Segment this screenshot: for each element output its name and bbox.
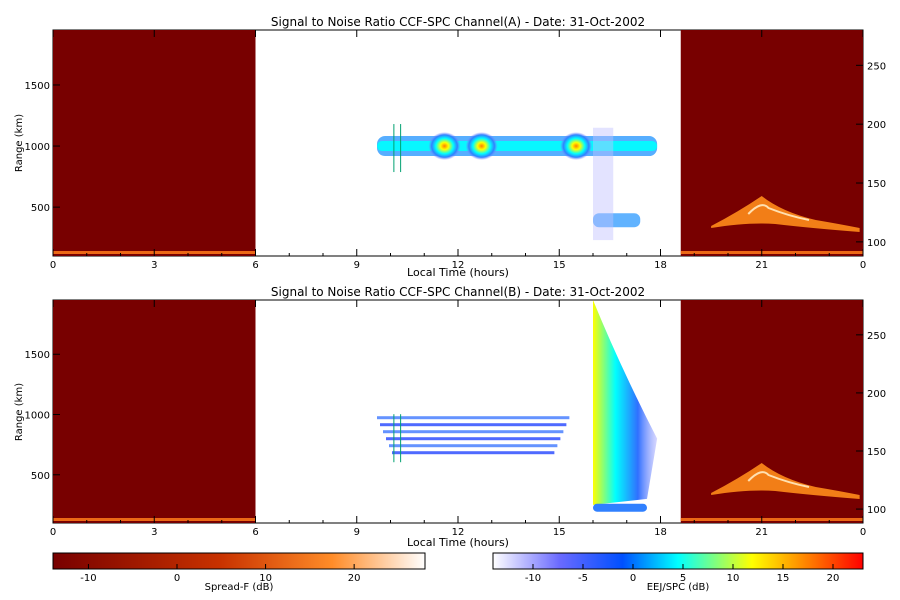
xtick-label-5: 15 [553,527,566,538]
y2tick-label-2: 200 [867,389,886,400]
xtick-label-0: 0 [50,260,56,271]
eej-stripe-4 [389,444,558,448]
colorbar-spreadf [52,552,426,570]
spreadf-plume-core [747,204,810,221]
panel-a: Signal to Noise Ratio CCF-SPC Channel(A)… [14,15,886,279]
colorbar-spreadf-label: Spread-F (dB) [205,582,274,593]
eej-afternoon-fan [593,300,658,505]
cb1-tick-label-3: 5 [680,573,686,584]
eej-fan-base [593,503,647,512]
xtick-label-5: 15 [553,260,566,271]
spreadf-plume [711,196,860,232]
eej-stripe-5 [392,451,555,455]
eej-stripe-2 [383,430,564,434]
eej-blob-2 [560,132,593,161]
xtick-label-1: 3 [151,260,157,271]
cb1-tick-label-2: 0 [630,573,636,584]
eej-stripe-1 [380,423,567,427]
spreadf-block-0 [53,300,256,523]
colorbar-eej [492,552,864,570]
cb0-tick-label-2: 10 [259,573,272,584]
ytick-label-0: 500 [31,471,50,482]
panel-b: Signal to Noise Ratio CCF-SPC Channel(B)… [14,285,886,549]
eej-blob-0 [428,132,461,161]
panel-b-xlabel: Local Time (hours) [407,536,509,549]
cb1-tick-label-6: 20 [827,573,840,584]
panel-b-axes: 0 3 6 9 12 15 18 21 0 500 1000 1500 100 150 200 250 [25,300,886,538]
cb0-tick-label-0: -10 [80,573,96,584]
panel-b-heatmap [53,300,863,523]
ytick-label-2: 1500 [25,81,50,92]
colorbars: -10 0 10 20 Spread-F (dB) -10 -5 0 5 10 15 20 EEJ… [52,552,864,593]
xtick-label-4: 12 [452,260,465,271]
cb1-tick-label-1: -5 [578,573,588,584]
panel-a-heatmap [53,30,863,256]
ytick-label-1: 1000 [25,142,50,153]
xtick-label-0: 0 [50,527,56,538]
spreadf-bottom-strip-1 [680,251,863,254]
xtick-label-3: 9 [354,260,360,271]
y2tick-label-3: 250 [867,61,886,72]
ytick-label-2: 1500 [25,350,50,361]
cb1-tick-label-0: -10 [525,573,541,584]
xtick-label-8: 0 [860,527,866,538]
cb0-tick-label-3: 20 [348,573,361,584]
y2tick-label-1: 150 [867,179,886,190]
eej-blob-1 [465,132,498,161]
ytick-label-1: 1000 [25,411,50,422]
spreadf-bottom-strip-1 [680,518,863,521]
colorbar-spreadf-ticks: -10 0 10 20 [80,564,361,584]
xtick-label-6: 18 [654,527,667,538]
colorbar-eej-ticks: -10 -5 0 5 10 15 20 [525,564,840,584]
xtick-label-1: 3 [151,527,157,538]
panel-b-title: Signal to Noise Ratio CCF-SPC Channel(B)… [271,285,645,299]
spreadf-block-0 [53,30,256,256]
eej-stripe-3 [386,437,561,441]
y2tick-label-1: 150 [867,447,886,458]
eej-band-core [377,141,658,152]
y2tick-label-0: 100 [867,505,886,516]
cb1-tick-label-4: 10 [727,573,740,584]
xtick-label-6: 18 [654,260,667,271]
xtick-label-2: 6 [252,260,258,271]
eej-stripe-0 [377,416,570,420]
cb0-tick-label-1: 0 [174,573,180,584]
cb1-tick-label-5: 15 [777,573,790,584]
eej-lower-patch [593,213,641,228]
xtick-label-3: 9 [354,527,360,538]
eej-band [377,300,658,512]
xtick-label-7: 21 [755,527,768,538]
spreadf-plume-core [747,471,810,488]
eej-afternoon-haze [593,127,614,241]
y2tick-label-3: 250 [867,331,886,342]
panel-a-title: Signal to Noise Ratio CCF-SPC Channel(A)… [271,15,645,29]
panel-a-axes: 0 3 6 9 12 15 18 21 0 500 1000 1500 100 150 200 250 [25,30,886,271]
y2tick-label-0: 100 [867,238,886,249]
xtick-label-2: 6 [252,527,258,538]
xtick-label-8: 0 [860,260,866,271]
eej-band [377,127,658,241]
colorbar-eej-label: EEJ/SPC (dB) [647,582,710,593]
panel-a-ylabel: Range (km) [14,114,25,172]
y2tick-label-2: 200 [867,120,886,131]
xtick-label-4: 12 [452,527,465,538]
ytick-label-0: 500 [31,203,50,214]
panel-b-ylabel: Range (km) [14,383,25,441]
xtick-label-7: 21 [755,260,768,271]
spreadf-plume [711,463,860,499]
panel-a-xlabel: Local Time (hours) [407,266,509,279]
